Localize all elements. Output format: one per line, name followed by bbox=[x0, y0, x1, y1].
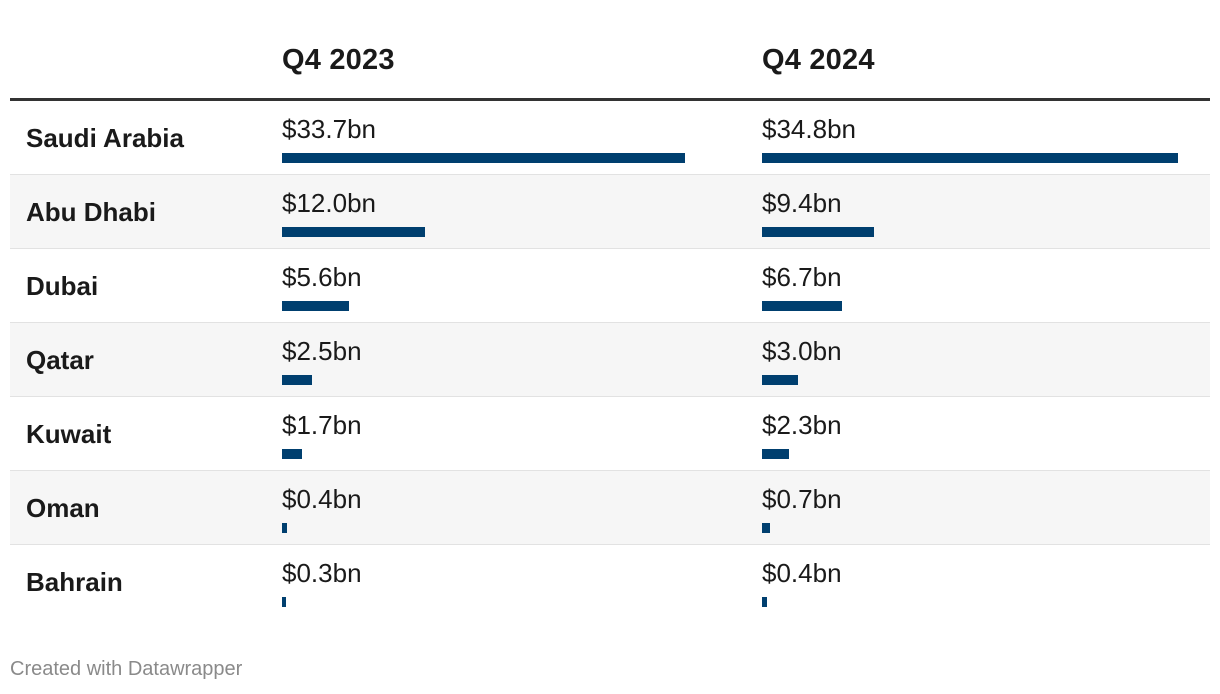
table-row: Abu Dhabi $12.0bn $9.4bn bbox=[10, 175, 1210, 249]
datawrapper-credit: Created with Datawrapper bbox=[10, 658, 243, 680]
value-label: $2.5bn bbox=[282, 336, 362, 366]
value-label: $34.8bn bbox=[762, 114, 856, 144]
bar bbox=[282, 375, 312, 385]
cell-q4-2023: $5.6bn bbox=[282, 262, 362, 311]
bar bbox=[282, 597, 286, 607]
bar bbox=[762, 153, 1178, 163]
row-label: Dubai bbox=[26, 271, 99, 301]
table-row: Oman $0.4bn $0.7bn bbox=[10, 471, 1210, 545]
cell-q4-2023: $33.7bn bbox=[282, 114, 685, 163]
value-label: $0.3bn bbox=[282, 558, 362, 588]
bar bbox=[282, 301, 349, 311]
bar bbox=[282, 449, 303, 459]
bar bbox=[762, 375, 798, 385]
value-label: $0.4bn bbox=[762, 558, 842, 588]
bar bbox=[762, 301, 843, 311]
cell-q4-2024: $0.7bn bbox=[762, 484, 842, 533]
value-label: $0.4bn bbox=[282, 484, 362, 514]
cell-q4-2024: $0.4bn bbox=[762, 558, 842, 607]
row-label: Bahrain bbox=[26, 567, 123, 597]
value-label: $33.7bn bbox=[282, 114, 376, 144]
cell-q4-2024: $9.4bn bbox=[762, 188, 875, 237]
row-label: Kuwait bbox=[26, 419, 112, 449]
table-row: Bahrain $0.3bn $0.4bn bbox=[10, 545, 1210, 618]
value-label: $0.7bn bbox=[762, 484, 842, 514]
cell-q4-2023: $1.7bn bbox=[282, 410, 362, 459]
row-label: Abu Dhabi bbox=[26, 197, 156, 227]
table-row: Qatar $2.5bn $3.0bn bbox=[10, 323, 1210, 397]
bar bbox=[762, 227, 875, 237]
value-label: $2.3bn bbox=[762, 410, 842, 440]
cell-q4-2024: $2.3bn bbox=[762, 410, 842, 459]
cell-q4-2024: $6.7bn bbox=[762, 262, 843, 311]
cell-q4-2023: $0.3bn bbox=[282, 558, 362, 607]
bar bbox=[282, 523, 287, 533]
bar bbox=[762, 597, 767, 607]
table-header: Q4 2023 Q4 2024 bbox=[10, 0, 1210, 101]
table-row: Dubai $5.6bn $6.7bn bbox=[10, 249, 1210, 323]
bar bbox=[282, 153, 685, 163]
cell-q4-2023: $0.4bn bbox=[282, 484, 362, 533]
cell-q4-2023: $12.0bn bbox=[282, 188, 426, 237]
row-label: Saudi Arabia bbox=[26, 123, 184, 153]
table-row: Saudi Arabia $33.7bn $34.8bn bbox=[10, 101, 1210, 175]
column-header-q4-2024: Q4 2024 bbox=[762, 44, 875, 76]
table-row: Kuwait $1.7bn $2.3bn bbox=[10, 397, 1210, 471]
value-label: $6.7bn bbox=[762, 262, 842, 292]
cell-q4-2024: $3.0bn bbox=[762, 336, 842, 385]
value-label: $1.7bn bbox=[282, 410, 362, 440]
value-label: $9.4bn bbox=[762, 188, 842, 218]
bar bbox=[762, 523, 771, 533]
bar bbox=[762, 449, 790, 459]
cell-q4-2023: $2.5bn bbox=[282, 336, 362, 385]
row-label: Qatar bbox=[26, 345, 94, 375]
row-label: Oman bbox=[26, 493, 100, 523]
bar bbox=[282, 227, 426, 237]
value-label: $3.0bn bbox=[762, 336, 842, 366]
value-label: $5.6bn bbox=[282, 262, 362, 292]
column-header-q4-2023: Q4 2023 bbox=[282, 44, 395, 76]
bar-table: Q4 2023 Q4 2024 Saudi Arabia $33.7bn $34… bbox=[10, 0, 1210, 618]
value-label: $12.0bn bbox=[282, 188, 376, 218]
cell-q4-2024: $34.8bn bbox=[762, 114, 1178, 163]
